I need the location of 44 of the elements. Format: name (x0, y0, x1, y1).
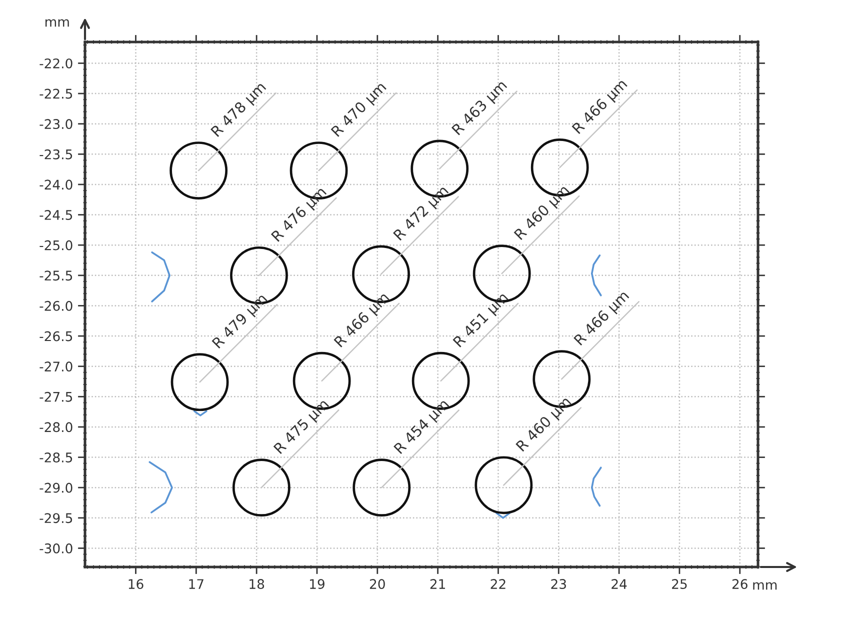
annotation: R 466 µm (573, 290, 632, 348)
x-tick-label: 19 (310, 579, 324, 590)
y-tick-label: -30.0 (40, 543, 72, 554)
annotation: R 451 µm (452, 292, 511, 350)
x-tick-label: 22 (490, 579, 506, 589)
y-tick-label: -25.5 (40, 270, 72, 281)
annotation: R 470 µm (330, 81, 389, 140)
x-tick-label: 23 (551, 579, 566, 590)
x-tick-label: 17 (189, 579, 204, 589)
y-tick-label: -29.5 (40, 513, 72, 524)
annotation: R 466 µm (572, 78, 630, 136)
x-axis-title: mm (753, 582, 777, 590)
y-tick-label: -29.0 (40, 482, 72, 493)
x-tick-label: 21 (430, 579, 445, 589)
annotation: R 463 µm (451, 79, 510, 138)
y-tick-label: -22.0 (40, 58, 72, 68)
y-tick-label: -24.0 (40, 180, 72, 190)
annotation: R 460 µm (515, 396, 574, 454)
annotation: R 478 µm (210, 81, 268, 140)
x-tick-label: 18 (250, 579, 264, 590)
y-tick-label: -28.5 (40, 452, 72, 462)
x-tick-label: 25 (672, 579, 687, 590)
y-tick-label: -23.0 (40, 119, 72, 130)
annotation: R 476 µm (270, 186, 329, 244)
y-tick-label: -26.5 (40, 331, 72, 342)
y-tick-label: -26.0 (40, 300, 72, 311)
y-tick-label: -27.5 (40, 392, 72, 402)
y-tick-label: -28.0 (40, 422, 72, 432)
annotation: R 475 µm (273, 398, 332, 456)
y-tick-label: -23.5 (40, 149, 72, 160)
annotation: R 454 µm (394, 398, 452, 456)
x-tick-label: 26 (732, 579, 748, 590)
x-tick-label: 20 (370, 579, 385, 590)
x-tick-label: 24 (612, 579, 627, 589)
annotation: R 466 µm (334, 292, 392, 350)
y-tick-label: -24.5 (40, 210, 72, 220)
annotation: R 479 µm (212, 292, 270, 351)
y-tick-label: -27.0 (40, 362, 72, 372)
annotation: R 472 µm (392, 184, 451, 243)
y-tick-label: -25.0 (40, 240, 72, 250)
annotation: R 460 µm (514, 184, 572, 242)
x-tick-label: 16 (128, 579, 144, 590)
y-tick-label: -22.5 (40, 88, 72, 99)
y-axis-title: mm (45, 19, 69, 27)
